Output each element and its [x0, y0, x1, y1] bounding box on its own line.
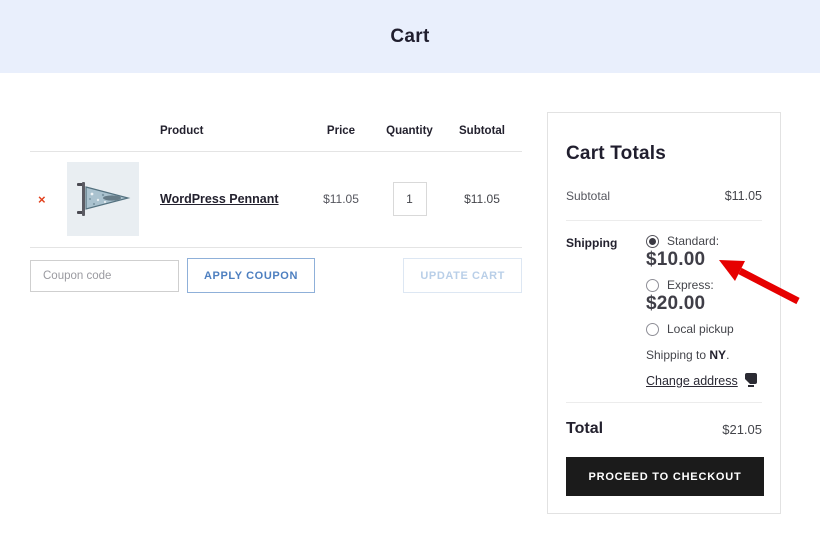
shipping-option-price: $20.00 [646, 293, 706, 314]
table-row: × WordPress Penna [30, 152, 522, 248]
shipping-destination: Shipping to NY. [646, 348, 730, 362]
subtotal-row: Subtotal $11.05 [566, 189, 762, 221]
remove-item-button[interactable]: × [30, 192, 67, 207]
change-address-icon [744, 373, 757, 387]
shipping-section: Shipping Standard: $10.00 Express: $20.0… [566, 221, 762, 403]
cart-table-header: Product Price Quantity Subtotal [30, 122, 522, 152]
shipping-radio-standard[interactable]: Standard: [646, 234, 762, 248]
cart-totals-title: Cart Totals [566, 143, 667, 164]
item-price: $11.05 [323, 192, 359, 206]
remove-icon: × [38, 191, 46, 207]
shipping-option-label: Express: [667, 278, 714, 292]
product-name-link[interactable]: WordPress Pennant [160, 192, 279, 206]
shipping-label: Shipping [566, 236, 618, 250]
change-address-link[interactable]: Change address [646, 373, 738, 388]
shipping-option-label: Local pickup [667, 322, 734, 336]
pennant-image [67, 162, 139, 236]
column-header-price: Price [326, 125, 356, 137]
subtotal-label: Subtotal [566, 189, 611, 203]
column-header-product: Product [160, 125, 204, 137]
quantity-input[interactable] [392, 182, 427, 216]
page-header: Cart [0, 0, 820, 73]
update-cart-button[interactable]: UPDATE CART [403, 258, 522, 293]
radio-button-icon[interactable] [646, 278, 659, 292]
column-header-subtotal: Subtotal [459, 125, 505, 137]
coupon-row: APPLY COUPON UPDATE CART [30, 258, 522, 293]
shipping-radio-local-pickup[interactable]: Local pickup [646, 322, 762, 336]
destination-state: NY [709, 348, 727, 362]
shipping-option-local-pickup: Local pickup [646, 322, 762, 336]
cart-totals-panel: Cart Totals Subtotal $11.05 Shipping Sta… [547, 112, 781, 514]
coupon-code-input[interactable] [30, 259, 179, 292]
item-subtotal: $11.05 [464, 192, 500, 206]
shipping-radio-express[interactable]: Express: [646, 278, 762, 292]
shipping-option-standard: Standard: $10.00 [646, 234, 762, 271]
radio-button-icon[interactable] [646, 322, 659, 336]
apply-coupon-button[interactable]: APPLY COUPON [187, 258, 316, 293]
radio-button-icon[interactable] [646, 234, 659, 248]
total-value: $21.05 [722, 421, 762, 437]
product-thumbnail[interactable] [67, 162, 139, 236]
total-row: Total $21.05 [566, 403, 762, 450]
cart-table: Product Price Quantity Subtotal × [30, 122, 522, 293]
annotation-arrow-icon [719, 260, 800, 305]
shipping-option-express: Express: $20.00 [646, 278, 762, 315]
column-header-quantity: Quantity [386, 125, 433, 137]
proceed-to-checkout-button[interactable]: PROCEED TO CHECKOUT [566, 457, 764, 496]
total-label: Total [566, 420, 604, 437]
page-title: Cart [390, 25, 430, 47]
shipping-option-price: $10.00 [646, 249, 706, 270]
shipping-option-label: Standard: [667, 234, 720, 248]
subtotal-value: $11.05 [724, 189, 762, 203]
